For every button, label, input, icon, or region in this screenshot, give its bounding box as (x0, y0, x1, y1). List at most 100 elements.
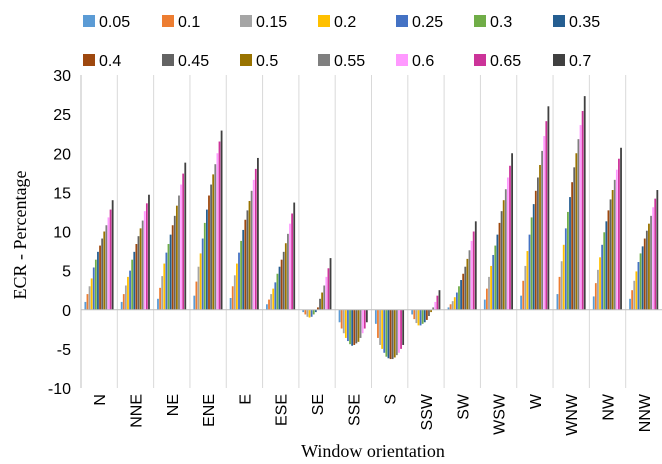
x-tick-label: SSW (419, 393, 436, 430)
y-tick-label: 20 (53, 146, 71, 163)
bar (381, 309, 384, 349)
legend-swatch (396, 54, 408, 66)
bar (344, 309, 347, 338)
bar (90, 278, 93, 310)
bar (246, 210, 249, 310)
legend-swatch (162, 54, 174, 66)
legend-label: 0.45 (178, 53, 209, 70)
bar (524, 265, 527, 310)
legend-swatch (83, 54, 95, 66)
legend-swatch (553, 54, 565, 66)
bar (496, 234, 499, 310)
bar (573, 167, 576, 310)
bar (278, 266, 281, 310)
bar (323, 285, 326, 310)
bar (605, 221, 608, 310)
bars (84, 96, 659, 360)
bar (428, 309, 430, 317)
bar (131, 259, 134, 310)
x-tick-label: WNW (564, 393, 581, 436)
bar (161, 276, 164, 310)
bar (254, 168, 257, 310)
bar (447, 307, 450, 310)
bar (216, 153, 219, 310)
bar (470, 240, 473, 310)
bar (197, 266, 200, 310)
bar (504, 189, 507, 310)
bar (137, 236, 140, 310)
bar (205, 209, 208, 310)
bar (252, 179, 255, 310)
bar (304, 309, 307, 315)
bar (99, 245, 101, 310)
x-tick-label: SW (455, 393, 472, 420)
legend-label: 0.4 (99, 53, 121, 70)
bar (522, 280, 525, 310)
bar (506, 177, 509, 310)
y-tick-label: -5 (57, 342, 71, 359)
bar (393, 309, 396, 358)
bar (558, 276, 561, 310)
bar (432, 307, 435, 310)
bar (351, 309, 354, 346)
bar (594, 283, 597, 310)
bar (88, 286, 91, 310)
bar (353, 309, 356, 345)
bar (165, 252, 168, 310)
bar (124, 285, 127, 310)
bar (560, 261, 563, 310)
bar (434, 301, 437, 310)
bar (195, 281, 198, 310)
bar (417, 309, 420, 326)
bar (603, 232, 606, 310)
bar (597, 269, 599, 310)
bar (94, 259, 97, 310)
bar (171, 225, 174, 310)
bar (618, 158, 620, 310)
bar (391, 309, 394, 360)
bar (464, 266, 467, 310)
bar (97, 251, 99, 310)
bar (148, 194, 150, 310)
bar (377, 309, 379, 338)
bar (141, 220, 144, 310)
legend-label: 0.3 (490, 14, 512, 31)
bar (182, 173, 185, 310)
bar (120, 301, 123, 310)
x-tick-label: S (383, 394, 400, 405)
x-tick-labels: N NNE NE ENE E ESE SE SSE S SSW SW WSW W WNW NW NNW (92, 393, 654, 436)
bar (389, 309, 392, 360)
legend-label: 0.1 (178, 14, 200, 31)
bar (347, 309, 349, 342)
bar (485, 288, 488, 310)
bar (490, 265, 492, 310)
bar (423, 309, 426, 323)
x-tick-label: NW (601, 393, 618, 421)
bar (357, 309, 360, 342)
legend-label: 0.7 (569, 53, 591, 70)
bar (583, 96, 586, 310)
bar (474, 221, 477, 310)
x-tick-label: NNW (637, 393, 654, 432)
bar (607, 210, 610, 310)
legend-label: 0.5 (256, 53, 278, 70)
bar (502, 200, 505, 310)
bar (127, 276, 129, 310)
bar (363, 309, 366, 329)
y-tick-label: 15 (53, 185, 71, 202)
bar (541, 150, 544, 310)
x-tick-label: NE (165, 394, 182, 416)
legend-label: 0.6 (412, 53, 434, 70)
x-tick-label: SSE (346, 394, 363, 426)
legend-swatch (396, 15, 408, 27)
bar (143, 211, 146, 310)
legend-swatch (162, 15, 174, 27)
bar (274, 282, 277, 310)
bar (539, 164, 541, 310)
bar (654, 198, 657, 310)
bar (383, 309, 386, 353)
x-tick-label: ESE (274, 394, 291, 426)
bar (266, 304, 268, 310)
bar (599, 257, 601, 310)
